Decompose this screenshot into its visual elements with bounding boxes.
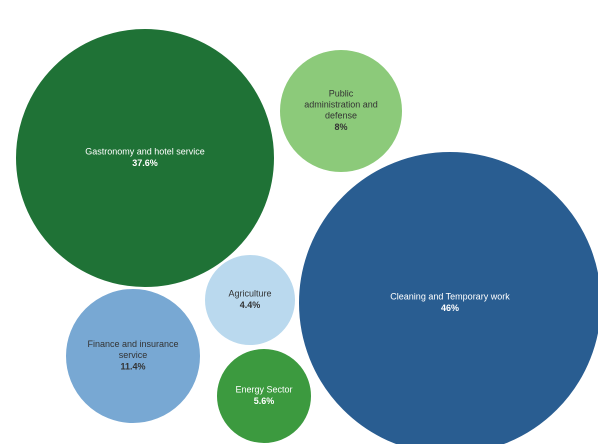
bubble-circle-cleaning-and-temporary-work (297, 150, 598, 444)
bubble-label-agriculture: Agriculture (228, 289, 271, 299)
bubble-value-gastronomy-and-hotel-service: 37.6% (132, 158, 158, 168)
bubble-label-cleaning-and-temporary-work: Cleaning and Temporary work (390, 292, 510, 302)
bubble-value-cleaning-and-temporary-work: 46% (441, 303, 459, 313)
bubble-value-public-administration-and-defense: 8% (334, 122, 347, 132)
bubble-label-gastronomy-and-hotel-service: Gastronomy and hotel service (85, 147, 205, 157)
bubble-circle-gastronomy-and-hotel-service (14, 27, 276, 289)
bubble-label-public-administration-and-defense: Public administration and defense (304, 89, 378, 121)
bubble-value-agriculture: 4.4% (240, 300, 261, 310)
bubble-circle-finance-and-insurance-service (64, 287, 202, 425)
bubble-value-energy-sector: 5.6% (254, 396, 275, 406)
bubble-label-energy-sector: Energy Sector (235, 385, 292, 395)
bubble-circle-public-administration-and-defense (278, 48, 404, 174)
bubble-circle-agriculture (203, 253, 297, 347)
bubble-value-finance-and-insurance-service: 11.4% (120, 361, 145, 371)
bubble-label-finance-and-insurance-service: Finance and insurance service (87, 339, 178, 360)
bubble-circle-energy-sector (215, 347, 313, 444)
